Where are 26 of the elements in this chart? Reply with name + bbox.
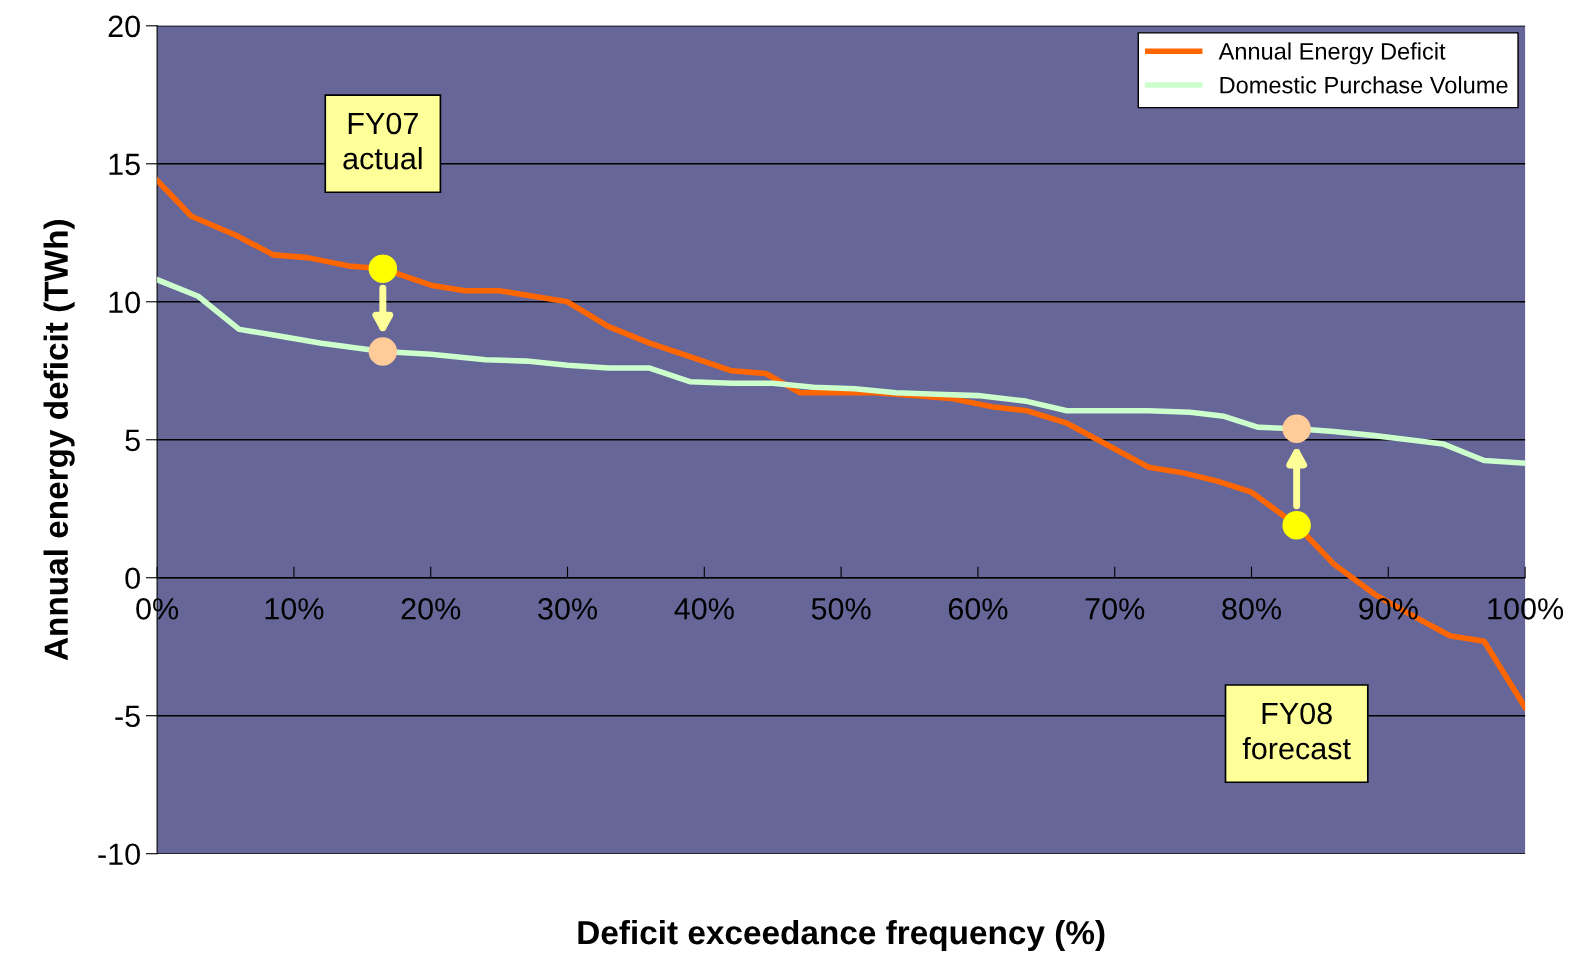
y-tick-label: -10: [98, 843, 140, 866]
point: [1282, 414, 1311, 443]
x-tick-label: 70%: [1085, 597, 1145, 620]
annotation: FY07 actual: [343, 112, 422, 170]
x-tick-label: 0%: [136, 597, 179, 620]
x-tick-label: 30%: [538, 597, 597, 620]
point: [368, 254, 398, 283]
point: [1282, 511, 1311, 540]
x-tick-label: 60%: [948, 597, 1008, 620]
y-tick-label: 0: [125, 567, 140, 590]
y-tick-label: 15: [109, 153, 140, 176]
y-axis-title: Annual energy deficit (TWh): [43, 220, 75, 661]
y-tick-label: 10: [109, 291, 140, 314]
x-tick-label: 20%: [401, 597, 461, 620]
x-tick-label: 50%: [811, 597, 871, 620]
x-tick-label: 80%: [1222, 597, 1281, 620]
point: [368, 337, 398, 366]
x-tick-label: 40%: [674, 597, 734, 620]
legend-label: Annual Energy Deficit: [1218, 42, 1446, 65]
y-tick-label: 20: [108, 15, 140, 38]
y-tick-label: -5: [115, 705, 140, 728]
y-tick-label: 5: [125, 429, 140, 452]
x-tick-label: 10%: [265, 597, 324, 620]
x-axis-title: Deficit exceedance frequency (%): [578, 919, 1105, 952]
annotation: FY08 forecast: [1242, 702, 1351, 760]
legend-label: Domestic Purchase Volume: [1220, 76, 1508, 94]
